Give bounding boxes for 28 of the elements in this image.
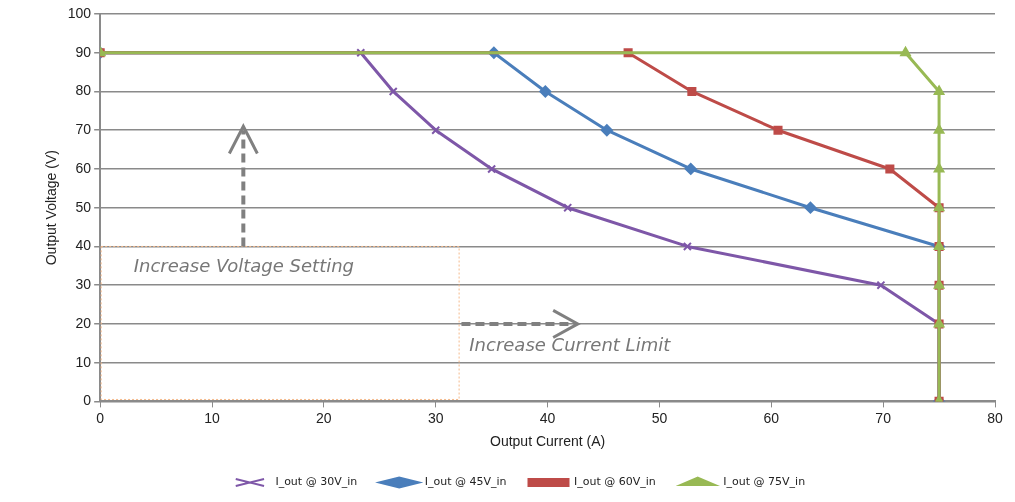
- legend-label: I_out @ 30V_in: [275, 475, 358, 489]
- y-tick-label: 20: [75, 314, 92, 331]
- y-tick-label: 90: [75, 43, 92, 60]
- x-tick-label: 40: [539, 409, 556, 426]
- x-axis-title: Output Current (A): [490, 433, 606, 450]
- y-tick-label: 70: [75, 121, 92, 138]
- x-tick-label: 70: [875, 409, 892, 426]
- annotation: Increase Current Limit: [469, 334, 671, 356]
- x-tick-label: 60: [763, 409, 780, 426]
- y-tick-label: 10: [75, 353, 92, 370]
- x-tick-label: 10: [204, 409, 221, 426]
- x-tick-label: 50: [651, 409, 668, 426]
- legend-label: I_out @ 75V_in: [723, 475, 806, 489]
- y-tick-label: 0: [83, 392, 92, 409]
- y-tick-label: 100: [67, 4, 92, 21]
- x-tick-label: 30: [427, 409, 444, 426]
- y-tick-label: 60: [75, 159, 92, 176]
- y-tick-label: 40: [75, 237, 92, 254]
- y-tick-label: 30: [75, 276, 92, 293]
- y-tick-label: 50: [75, 198, 92, 215]
- x-tick-label: 0: [96, 409, 105, 426]
- x-tick-label: 20: [316, 409, 332, 426]
- y-axis-title: Output Voltage (V): [43, 150, 60, 266]
- legend-label: I_out @ 60V_in: [574, 475, 656, 489]
- legend-label: I_out @ 45V_in: [424, 475, 507, 489]
- y-tick-label: 80: [75, 82, 92, 99]
- annotation: Increase Voltage Setting: [133, 254, 355, 276]
- x-tick-label: 80: [987, 409, 1003, 426]
